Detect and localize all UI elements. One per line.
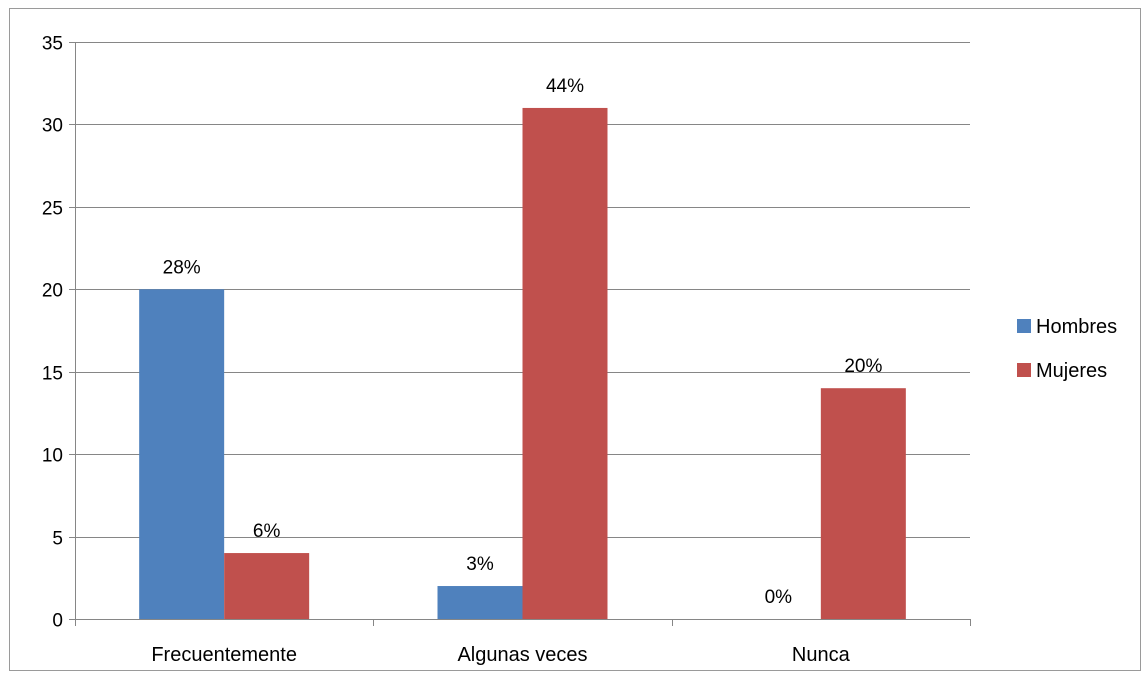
y-tick-label: 15 <box>42 364 63 385</box>
legend-label: Mujeres <box>1036 360 1107 382</box>
bar-mujeres <box>224 553 310 619</box>
bars <box>139 107 906 619</box>
data-label: 6% <box>253 521 281 542</box>
bar-mujeres <box>522 107 608 619</box>
x-category-label: Frecuentemente <box>151 644 297 666</box>
data-label: 28% <box>163 257 201 278</box>
data-label: 0% <box>765 587 793 608</box>
axes: 0 5 10 15 20 25 30 35 Frecuentemente Algunas vece… <box>42 34 971 666</box>
y-tick-label: 25 <box>42 199 63 220</box>
x-category-label: Nunca <box>792 644 851 666</box>
data-label: 20% <box>844 356 882 377</box>
y-tick-label: 30 <box>42 116 63 137</box>
y-tick-label: 0 <box>52 611 63 632</box>
y-tick-label: 10 <box>42 446 63 467</box>
bar-mujeres <box>820 388 906 619</box>
legend-label: Hombres <box>1036 316 1117 338</box>
y-tick-label: 35 <box>42 34 63 55</box>
data-labels: 28% 6% 3% 44% 0% 20% <box>163 76 883 608</box>
data-label: 3% <box>466 554 494 575</box>
y-tick-label: 20 <box>42 281 63 302</box>
legend: Hombres Mujeres <box>1017 316 1117 382</box>
bar-hombres <box>139 289 225 619</box>
legend-swatch-hombres <box>1017 319 1031 333</box>
y-tick-label: 5 <box>52 529 63 550</box>
legend-swatch-mujeres <box>1017 363 1031 377</box>
data-label: 44% <box>546 76 584 97</box>
bar-hombres <box>437 586 523 619</box>
x-category-label: Algunas veces <box>457 644 587 666</box>
